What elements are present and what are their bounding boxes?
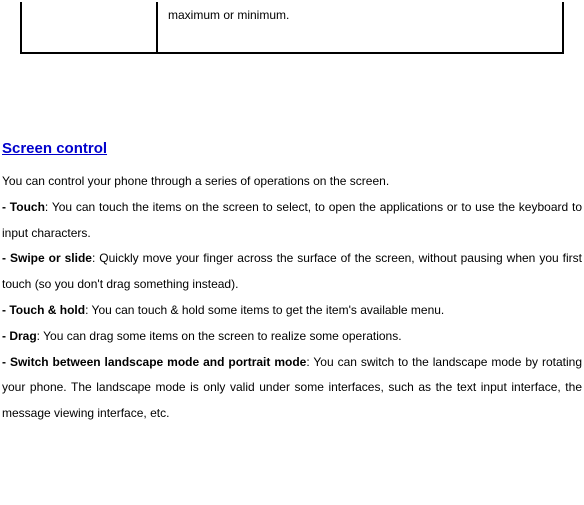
- hold-text: : You can touch & hold some items to get…: [85, 303, 444, 317]
- swipe-label: - Swipe or slide: [2, 251, 92, 265]
- table-row: maximum or minimum.: [21, 2, 563, 53]
- heading-screen-control: Screen control: [2, 140, 582, 157]
- item-drag: - Drag: You can drag some items on the s…: [2, 324, 582, 350]
- page-container: maximum or minimum. Screen control You c…: [0, 2, 584, 427]
- drag-label: - Drag: [2, 329, 37, 343]
- item-touch: - Touch: You can touch the items on the …: [2, 195, 582, 247]
- item-swipe: - Swipe or slide: Quickly move your fing…: [2, 246, 582, 298]
- drag-text: : You can drag some items on the screen …: [37, 329, 402, 343]
- table-cell-left: [21, 2, 157, 53]
- section-screen-control: Screen control You can control your phon…: [0, 140, 584, 427]
- body-text: You can control your phone through a ser…: [2, 169, 582, 427]
- table-cell-right: maximum or minimum.: [157, 2, 563, 53]
- item-switch: - Switch between landscape mode and port…: [2, 350, 582, 427]
- switch-label: - Switch between landscape mode and port…: [2, 355, 306, 369]
- item-hold: - Touch & hold: You can touch & hold som…: [2, 298, 582, 324]
- touch-text: : You can touch the items on the screen …: [2, 200, 582, 240]
- partial-table: maximum or minimum.: [20, 2, 564, 54]
- intro-paragraph: You can control your phone through a ser…: [2, 169, 582, 195]
- touch-label: - Touch: [2, 200, 45, 214]
- hold-label: - Touch & hold: [2, 303, 85, 317]
